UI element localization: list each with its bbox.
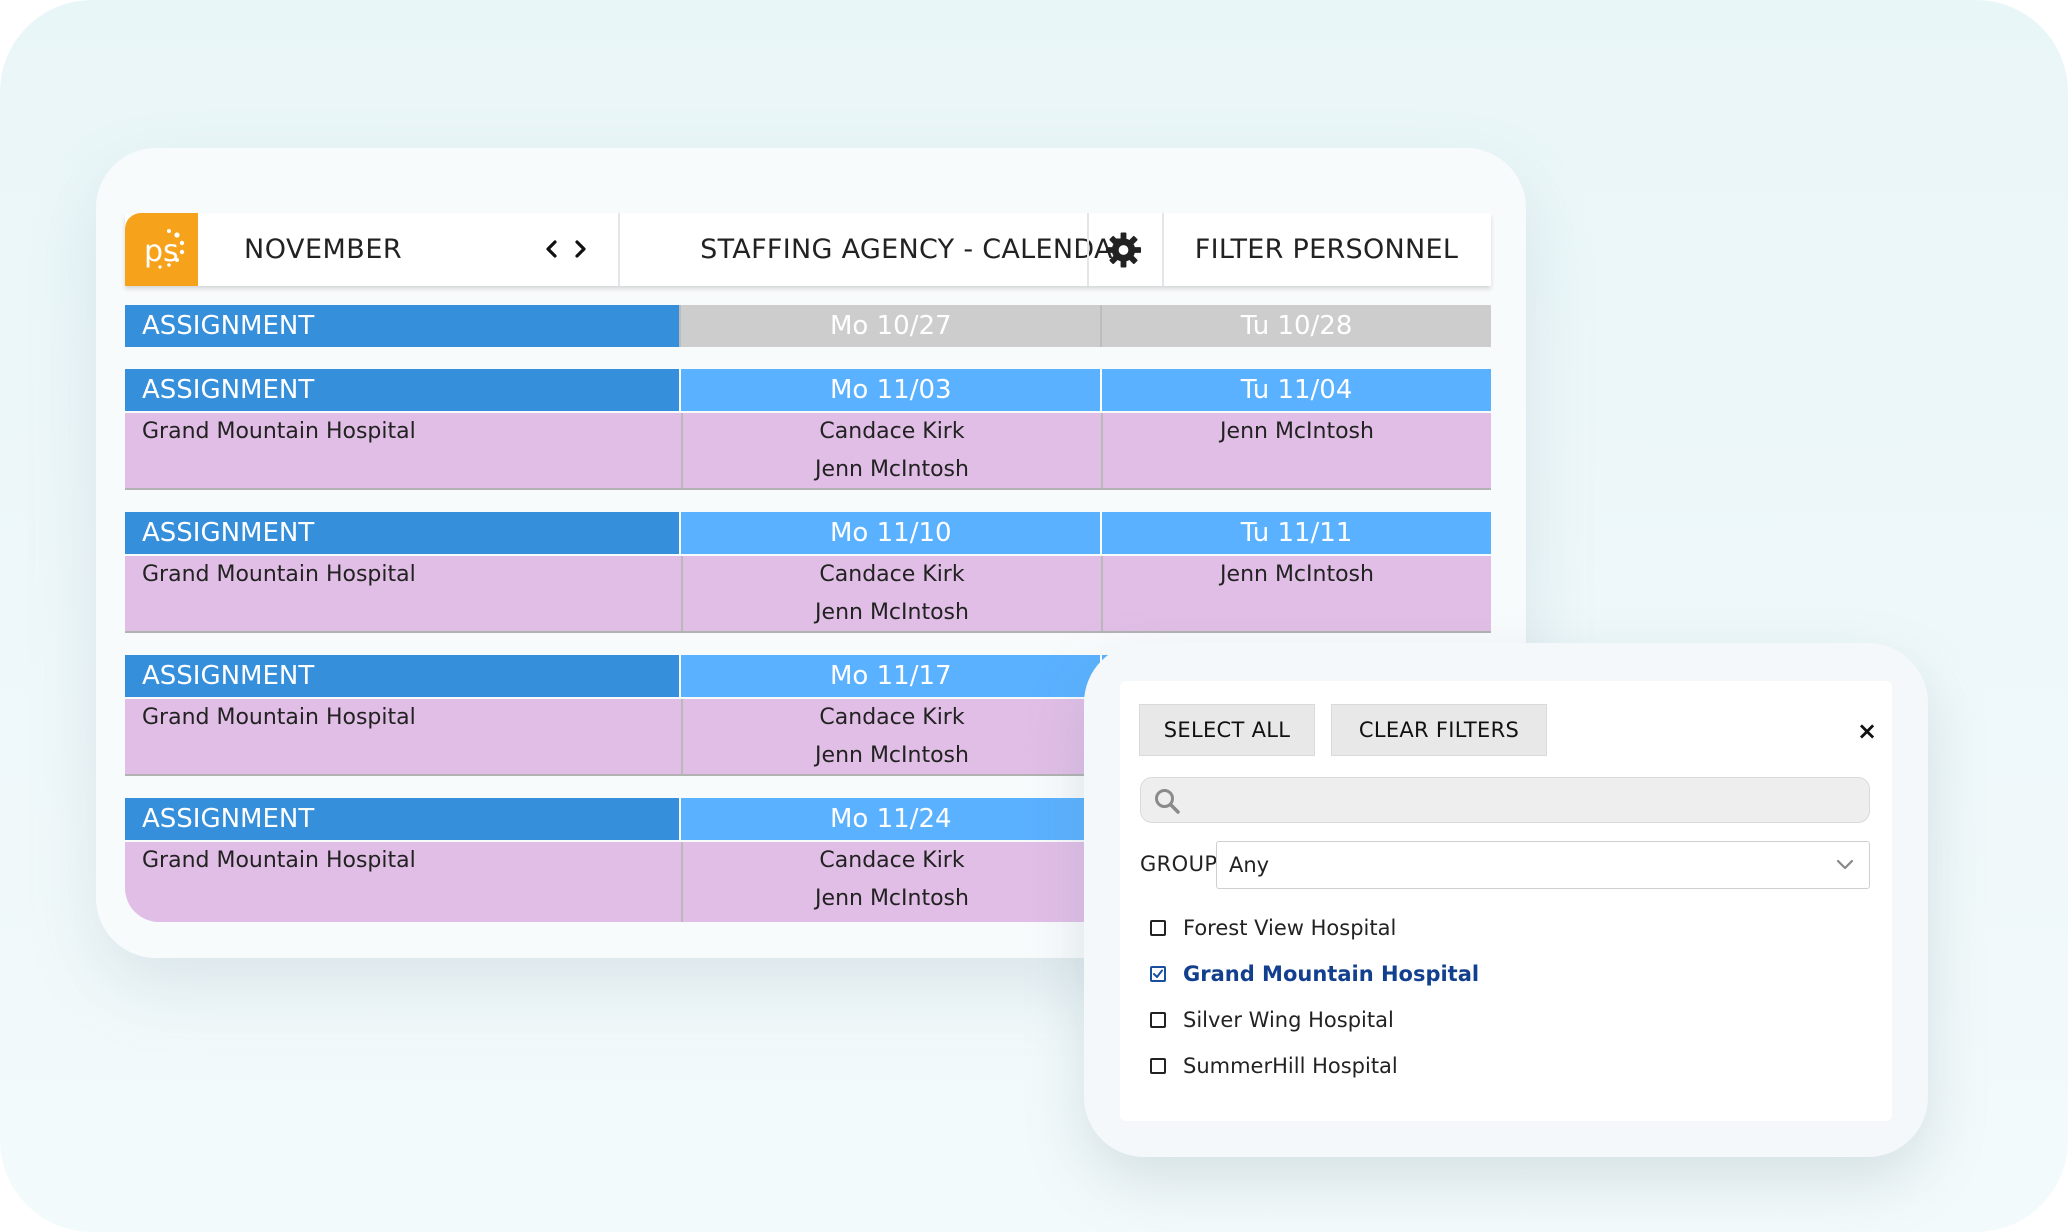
select-all-button[interactable]: SELECT ALL — [1139, 704, 1315, 756]
month-navigation — [542, 232, 590, 266]
toolbar-divider — [618, 213, 620, 286]
assignment-header: ASSIGNMENT — [125, 512, 680, 554]
chevron-right-icon — [575, 240, 586, 258]
day-cell[interactable]: Jenn McIntosh — [1101, 556, 1491, 631]
next-month-button[interactable] — [572, 232, 590, 266]
day-cell[interactable]: Candace Kirk Jenn McIntosh — [681, 699, 1101, 774]
assignment-location[interactable]: Grand Mountain Hospital — [142, 705, 416, 730]
assignment-header: ASSIGNMENT — [125, 655, 680, 697]
gear-icon — [1105, 231, 1142, 268]
search-input[interactable] — [1140, 777, 1870, 823]
assignment-location[interactable]: Grand Mountain Hospital — [142, 419, 416, 444]
settings-button[interactable] — [1105, 231, 1142, 268]
checkbox-checked[interactable] — [1150, 966, 1166, 982]
day-header[interactable]: Mo 11/10 — [679, 512, 1101, 554]
checkbox[interactable] — [1150, 1058, 1166, 1074]
filter-option-grand-mountain[interactable]: Grand Mountain Hospital — [1150, 959, 1479, 989]
week-header-row: ASSIGNMENT Mo 10/27 Tu 10/28 — [125, 305, 1491, 347]
svg-text:ps: ps — [144, 234, 179, 269]
calendar-toolbar: ps NOVEMBER STAFFING AGENCY - CALENDAR — [125, 213, 1491, 286]
checkbox[interactable] — [1150, 920, 1166, 936]
filter-personnel-button[interactable]: FILTER PERSONNEL — [1194, 234, 1459, 265]
assignment-header: ASSIGNMENT — [125, 798, 680, 840]
assignment-location[interactable]: Grand Mountain Hospital — [142, 848, 416, 873]
staff-name[interactable]: Jenn McIntosh — [815, 457, 969, 482]
day-header[interactable]: Tu 11/04 — [1100, 369, 1491, 411]
assignment-location[interactable]: Grand Mountain Hospital — [142, 562, 416, 587]
chevron-down-icon — [1836, 859, 1854, 870]
assignment-row: Grand Mountain Hospital Candace Kirk Jen… — [125, 556, 1491, 633]
assignment-header: ASSIGNMENT — [125, 369, 680, 411]
toolbar-divider — [1162, 213, 1164, 286]
chevron-left-icon — [546, 240, 557, 258]
filter-option-label: Silver Wing Hospital — [1183, 1008, 1394, 1032]
staff-name[interactable]: Jenn McIntosh — [815, 600, 969, 625]
filter-option-summerhill[interactable]: SummerHill Hospital — [1150, 1051, 1398, 1081]
search-icon — [1155, 789, 1180, 814]
staff-name[interactable]: Jenn McIntosh — [815, 743, 969, 768]
day-cell[interactable]: Candace Kirk Jenn McIntosh — [681, 413, 1101, 488]
staff-name[interactable]: Jenn McIntosh — [1220, 419, 1374, 444]
clear-filters-button[interactable]: CLEAR FILTERS — [1331, 704, 1547, 756]
day-header[interactable]: Mo 10/27 — [679, 305, 1101, 347]
day-header[interactable]: Mo 11/17 — [679, 655, 1101, 697]
filter-option-label: Grand Mountain Hospital — [1183, 962, 1480, 986]
page-title: STAFFING AGENCY - CALENDAR — [700, 234, 1132, 265]
day-cell[interactable]: Candace Kirk Jenn McIntosh — [681, 556, 1101, 631]
staff-name[interactable]: Candace Kirk — [819, 848, 965, 873]
staff-name[interactable]: Candace Kirk — [819, 419, 965, 444]
group-label: GROUP: — [1140, 852, 1225, 876]
week-header-row: ASSIGNMENT Mo 11/10 Tu 11/11 — [125, 512, 1491, 554]
day-header[interactable]: Mo 11/24 — [679, 798, 1101, 840]
staff-name[interactable]: Candace Kirk — [819, 705, 965, 730]
close-icon[interactable]: × — [1856, 717, 1878, 745]
week-header-row: ASSIGNMENT Mo 11/03 Tu 11/04 — [125, 369, 1491, 411]
filter-option-label: Forest View Hospital — [1183, 916, 1397, 940]
logo-icon: ps — [144, 228, 184, 269]
day-cell[interactable]: Candace Kirk Jenn McIntosh — [681, 842, 1101, 922]
staff-name[interactable]: Jenn McIntosh — [815, 886, 969, 911]
app-logo: ps — [125, 213, 198, 286]
filter-personnel-popup: SELECT ALL CLEAR FILTERS × GROUP: Any Fo… — [1084, 643, 1928, 1157]
day-header[interactable]: Tu 11/11 — [1100, 512, 1491, 554]
filter-option-silver-wing[interactable]: Silver Wing Hospital — [1150, 1005, 1394, 1035]
checkbox[interactable] — [1150, 1012, 1166, 1028]
group-select[interactable]: Any — [1216, 841, 1870, 889]
filter-option-forest-view[interactable]: Forest View Hospital — [1150, 913, 1396, 943]
filter-option-label: SummerHill Hospital — [1183, 1054, 1398, 1078]
toolbar-divider — [1087, 213, 1089, 286]
day-header[interactable]: Mo 11/03 — [679, 369, 1101, 411]
staff-name[interactable]: Jenn McIntosh — [1220, 562, 1374, 587]
prev-month-button[interactable] — [542, 232, 560, 266]
assignment-row: Grand Mountain Hospital Candace Kirk Jen… — [125, 413, 1491, 490]
staff-name[interactable]: Candace Kirk — [819, 562, 965, 587]
filter-panel: SELECT ALL CLEAR FILTERS × GROUP: Any Fo… — [1120, 681, 1892, 1121]
month-label: NOVEMBER — [244, 234, 403, 265]
day-cell[interactable]: Jenn McIntosh — [1101, 413, 1491, 488]
assignment-header: ASSIGNMENT — [125, 305, 680, 347]
checkmark-icon — [1153, 969, 1163, 978]
day-header[interactable]: Tu 10/28 — [1100, 305, 1491, 347]
group-select-value: Any — [1229, 853, 1270, 877]
